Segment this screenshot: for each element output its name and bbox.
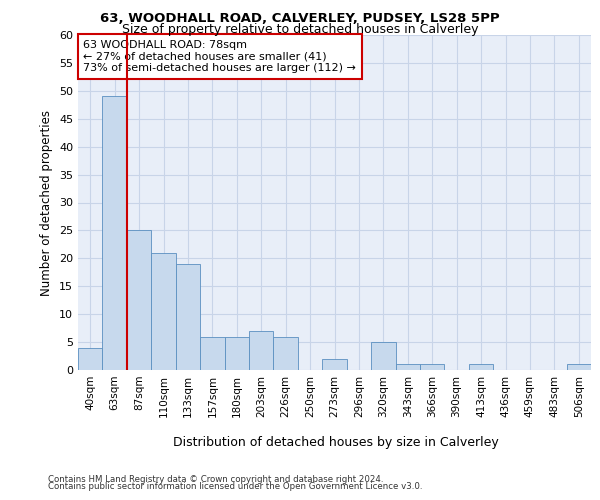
Text: 63 WOODHALL ROAD: 78sqm
← 27% of detached houses are smaller (41)
73% of semi-de: 63 WOODHALL ROAD: 78sqm ← 27% of detache… — [83, 40, 356, 73]
Text: Contains public sector information licensed under the Open Government Licence v3: Contains public sector information licen… — [48, 482, 422, 491]
Bar — [249, 331, 274, 370]
Bar — [322, 359, 347, 370]
Text: 63, WOODHALL ROAD, CALVERLEY, PUDSEY, LS28 5PP: 63, WOODHALL ROAD, CALVERLEY, PUDSEY, LS… — [100, 12, 500, 26]
Bar — [103, 96, 127, 370]
Bar — [200, 336, 224, 370]
Text: Distribution of detached houses by size in Calverley: Distribution of detached houses by size … — [173, 436, 499, 449]
Bar — [274, 336, 298, 370]
Bar — [224, 336, 249, 370]
Bar — [78, 348, 103, 370]
Bar — [469, 364, 493, 370]
Y-axis label: Number of detached properties: Number of detached properties — [40, 110, 53, 296]
Bar — [151, 253, 176, 370]
Text: Contains HM Land Registry data © Crown copyright and database right 2024.: Contains HM Land Registry data © Crown c… — [48, 475, 383, 484]
Bar — [127, 230, 151, 370]
Bar — [566, 364, 591, 370]
Bar — [395, 364, 420, 370]
Bar — [420, 364, 445, 370]
Bar — [371, 342, 395, 370]
Text: Size of property relative to detached houses in Calverley: Size of property relative to detached ho… — [122, 22, 478, 36]
Bar — [176, 264, 200, 370]
